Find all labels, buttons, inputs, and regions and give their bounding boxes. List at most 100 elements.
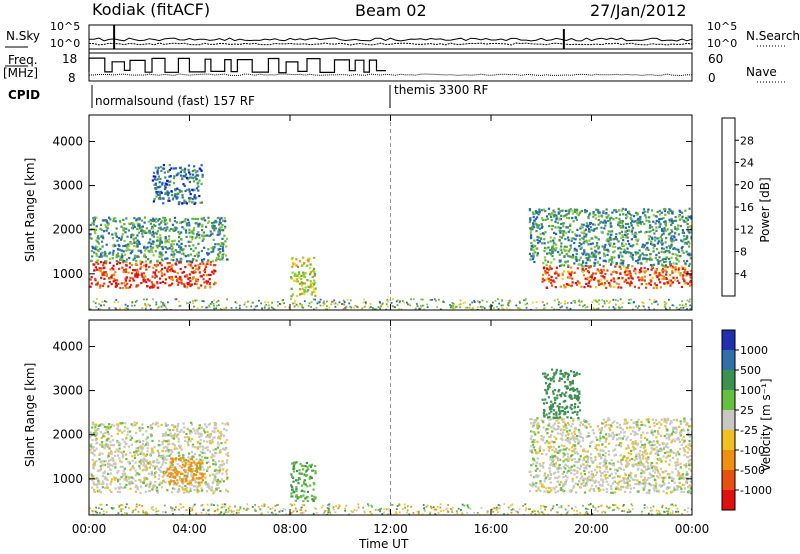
vel-data-cell: [156, 422, 159, 425]
power-data-cell: [293, 279, 296, 282]
power-data-cell: [621, 224, 625, 227]
power-ground-scatter-cell: [650, 302, 653, 305]
vel-data-cell: [170, 479, 173, 482]
vel-data-cell: [208, 435, 211, 438]
power-data-cell: [574, 208, 577, 211]
vel-data-cell: [141, 448, 144, 451]
vel-data-cell: [203, 428, 206, 431]
nave-trace: [88, 73, 693, 77]
power-data-cell: [188, 231, 191, 234]
power-data-cell: [197, 189, 200, 192]
power-data-cell: [167, 265, 170, 268]
power-data-cell: [172, 196, 175, 199]
vel-data-cell: [668, 438, 671, 441]
power-data-cell: [670, 217, 673, 220]
power-ground-scatter-cell: [573, 300, 576, 303]
vel-data-cell: [660, 476, 663, 479]
power-data-cell: [142, 280, 145, 283]
power-data-cell: [611, 230, 614, 233]
power-data-cell: [661, 267, 665, 270]
power-data-cell: [555, 266, 558, 269]
vel-data-cell: [620, 459, 623, 462]
vel-data-cell: [554, 491, 557, 494]
vel-data-cell: [295, 488, 298, 491]
power-data-cell: [108, 252, 111, 255]
vel-data-cell: [595, 485, 598, 488]
vel-data-cell: [648, 476, 651, 480]
power-data-cell: [597, 223, 600, 226]
power-ground-scatter-cell: [348, 302, 351, 305]
vel-data-cell: [644, 485, 647, 488]
vel-data-cell: [585, 426, 588, 429]
vel-data-cell: [139, 447, 142, 450]
power-data-cell: [601, 215, 604, 218]
power-data-cell: [151, 219, 154, 222]
vel-data-cell: [91, 478, 94, 482]
power-ground-scatter-cell: [394, 306, 396, 309]
power-data-cell: [629, 284, 632, 287]
power-data-cell: [538, 227, 542, 230]
power-data-cell: [162, 167, 166, 170]
power-data-cell: [173, 226, 176, 229]
vel-data-cell: [640, 440, 643, 443]
vel-data-cell: [140, 445, 143, 448]
vel-data-cell: [530, 435, 533, 438]
power-data-cell: [101, 271, 104, 274]
power-data-cell: [688, 231, 691, 234]
power-data-cell: [181, 226, 184, 229]
vel-data-cell: [109, 426, 112, 429]
vel-data-cell: [220, 435, 223, 438]
power-data-cell: [595, 244, 599, 247]
power-data-cell: [219, 218, 222, 221]
power-data-cell: [218, 247, 221, 251]
power-data-cell: [126, 282, 129, 285]
power-data-cell: [629, 244, 632, 248]
vel-data-cell: [145, 467, 149, 470]
power-data-cell: [619, 251, 622, 254]
vel-data-cell: [549, 458, 552, 461]
power-data-cell: [196, 253, 199, 256]
power-data-cell: [151, 234, 154, 237]
vel-data-cell: [219, 437, 222, 440]
power-ground-scatter-cell: [212, 302, 215, 305]
power-data-cell: [95, 216, 98, 219]
power-data-cell: [621, 277, 624, 280]
power-data-cell: [198, 236, 201, 239]
power-data-cell: [645, 254, 648, 257]
power-data-cell: [663, 207, 666, 211]
vel-data-cell: [572, 419, 575, 422]
vel-data-cell: [582, 419, 586, 422]
power-ground-scatter-cell: [397, 299, 399, 301]
vel-data-cell: [294, 499, 297, 502]
vel-data-cell: [130, 476, 133, 479]
vel-data-cell: [577, 442, 580, 445]
power-data-cell: [650, 240, 653, 243]
vel-data-cell: [151, 422, 155, 425]
power-data-cell: [603, 253, 606, 256]
power-ground-scatter-cell: [553, 299, 556, 302]
power-data-cell: [152, 235, 155, 238]
power-data-cell: [142, 277, 145, 280]
power-data-cell: [122, 218, 125, 221]
power-data-cell: [689, 276, 692, 279]
vel-data-cell: [638, 452, 641, 455]
power-data-cell: [621, 234, 624, 237]
power-ground-scatter-cell: [313, 308, 315, 310]
power-ground-scatter-cell: [317, 301, 320, 303]
power-data-cell: [688, 254, 691, 257]
power-data-cell: [117, 243, 120, 247]
power-ground-scatter-cell: [480, 306, 483, 308]
vel-data-cell: [170, 457, 173, 460]
vel-data-cell: [137, 449, 140, 452]
vel-data-cell: [217, 443, 220, 446]
vel-data-cell: [107, 465, 110, 468]
power-data-cell: [112, 252, 115, 255]
power-data-cell: [622, 251, 625, 254]
power-data-cell: [651, 243, 654, 246]
vel-data-cell: [208, 474, 212, 477]
power-data-cell: [166, 267, 169, 270]
power-data-cell: [125, 258, 129, 261]
power-data-cell: [655, 219, 658, 222]
power-data-cell: [587, 224, 590, 227]
power-data-cell: [659, 286, 662, 289]
